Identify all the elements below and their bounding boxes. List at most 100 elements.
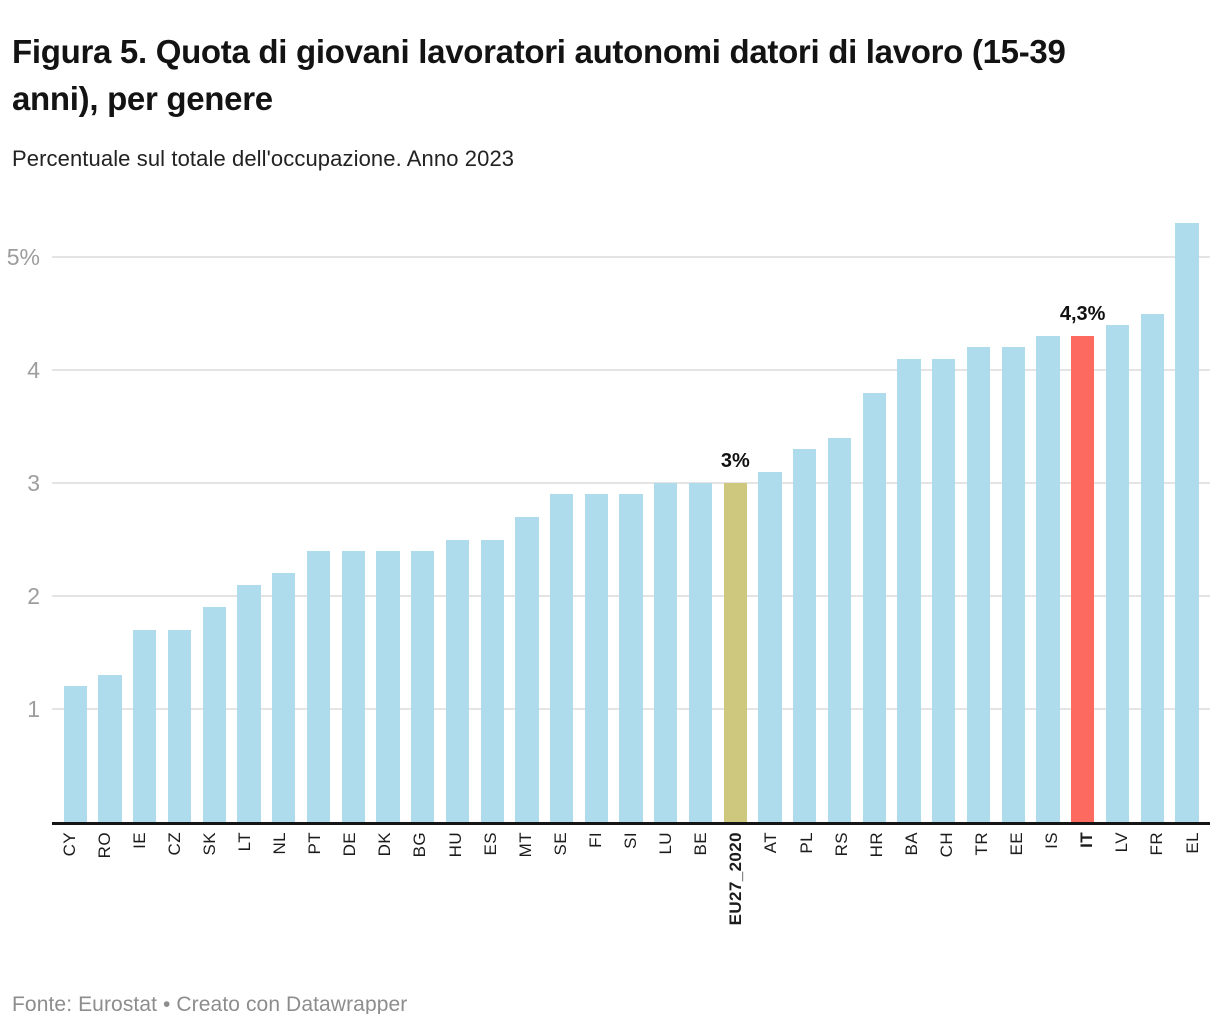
bar-PL[interactable] [793, 449, 817, 822]
bar-slot-CY [58, 222, 93, 822]
bar-LV[interactable] [1105, 324, 1130, 822]
bar-slot-DK [371, 222, 406, 822]
x-tick-label-BE: BE [691, 832, 711, 856]
x-tick-label-LU: LU [656, 832, 676, 855]
x-tick-cell-RO: RO [87, 832, 122, 952]
bar-MT[interactable] [515, 516, 539, 822]
x-tick-cell-EU27_2020: EU27_2020 [719, 832, 754, 952]
bar-SE[interactable] [550, 494, 574, 822]
bar-slot-DE [336, 222, 371, 822]
bar-slot-HR [857, 222, 892, 822]
x-tick-cell-SE: SE [543, 832, 578, 952]
x-tick-cell-BG: BG [403, 832, 438, 952]
x-tick-label-BG: BG [410, 832, 430, 858]
value-label-IT: 4,3% [1059, 303, 1106, 326]
bar-CZ[interactable] [167, 629, 192, 822]
x-tick-cell-HR: HR [859, 832, 894, 952]
bar-AT[interactable] [758, 471, 782, 822]
bar-IT[interactable] [1071, 336, 1095, 822]
bars-container: 3% 4,3% [58, 222, 1204, 822]
bar-slot-CH [926, 222, 961, 822]
bar-NL[interactable] [272, 573, 296, 822]
bar-slot-LU [648, 222, 683, 822]
x-tick-cell-IT: IT [1070, 832, 1105, 952]
y-axis: 1 2 3 4 5% [0, 222, 40, 822]
bar-slot-BE [683, 222, 718, 822]
bar-ES[interactable] [480, 539, 504, 822]
bar-slot-SE [544, 222, 579, 822]
bar-slot-IE [127, 222, 162, 822]
bar-SI[interactable] [619, 494, 643, 822]
plot-area: 3% 4,3% [52, 222, 1210, 825]
bar-IS[interactable] [1036, 336, 1060, 822]
bar-slot-FR [1135, 222, 1170, 822]
chart-subtitle: Percentuale sul totale dell'occupazione.… [12, 146, 515, 171]
bar-SK[interactable] [202, 607, 226, 822]
x-tick-cell-ES: ES [473, 832, 508, 952]
bar-slot-TR [961, 222, 996, 822]
x-tick-label-PT: PT [305, 832, 325, 855]
bar-PT[interactable] [306, 550, 331, 822]
x-tick-cell-BE: BE [684, 832, 719, 952]
bar-FR[interactable] [1140, 313, 1164, 822]
bar-slot-PL [787, 222, 822, 822]
bar-FI[interactable] [584, 494, 609, 822]
bar-EE[interactable] [1001, 347, 1025, 822]
bar-slot-LT [232, 222, 267, 822]
bar-IE[interactable] [133, 629, 157, 822]
bar-BA[interactable] [897, 358, 921, 822]
x-tick-cell-LV: LV [1105, 832, 1140, 952]
bar-HR[interactable] [862, 392, 886, 822]
x-tick-cell-MT: MT [508, 832, 543, 952]
bar-slot-EU27_2020: 3% [718, 222, 753, 822]
bar-TR[interactable] [966, 347, 991, 822]
bar-EL[interactable] [1175, 223, 1199, 822]
bar-DE[interactable] [341, 550, 365, 822]
bar-RS[interactable] [827, 437, 852, 822]
bar-slot-HU [440, 222, 475, 822]
bar-BE[interactable] [688, 483, 713, 822]
x-tick-label-DE: DE [340, 832, 360, 857]
bar-EU27_2020[interactable] [723, 483, 747, 822]
bar-LU[interactable] [654, 483, 678, 822]
x-tick-label-RS: RS [831, 832, 851, 857]
bar-slot-BG [405, 222, 440, 822]
bar-slot-EE [996, 222, 1031, 822]
x-tick-label-MT: MT [515, 832, 535, 858]
x-tick-label-NL: NL [270, 832, 290, 855]
x-tick-cell-DK: DK [368, 832, 403, 952]
bar-slot-CZ [162, 222, 197, 822]
x-tick-label-TR: TR [971, 832, 991, 856]
bar-slot-SK [197, 222, 232, 822]
bar-BG[interactable] [411, 550, 435, 822]
bar-LT[interactable] [237, 584, 261, 822]
bar-DK[interactable] [376, 550, 400, 822]
x-tick-label-LV: LV [1112, 832, 1132, 853]
x-tick-cell-IE: IE [122, 832, 157, 952]
x-tick-label-PL: PL [796, 832, 816, 854]
x-tick-label-HU: HU [445, 832, 465, 858]
x-tick-cell-FR: FR [1140, 832, 1175, 952]
x-tick-label-AT: AT [761, 832, 781, 854]
x-tick-cell-CY: CY [52, 832, 87, 952]
y-tick-label-3: 3 [27, 470, 40, 496]
chart-footer: Fonte: Eurostat • Creato con Datawrapper [12, 993, 408, 1014]
x-tick-cell-NL: NL [263, 832, 298, 952]
x-tick-cell-CZ: CZ [157, 832, 192, 952]
bar-slot-RS [822, 222, 857, 822]
bar-CH[interactable] [932, 358, 956, 822]
bar-RO[interactable] [98, 675, 122, 822]
x-tick-label-FR: FR [1147, 832, 1167, 856]
x-tick-label-HR: HR [866, 832, 886, 858]
x-tick-label-EL: EL [1182, 832, 1202, 854]
bar-HU[interactable] [445, 539, 470, 822]
bar-CY[interactable] [63, 686, 87, 822]
bar-slot-NL [266, 222, 301, 822]
x-tick-cell-LT: LT [227, 832, 262, 952]
x-tick-cell-DE: DE [333, 832, 368, 952]
gridline-5 [52, 256, 1210, 258]
bar-slot-LV [1100, 222, 1135, 822]
x-tick-cell-AT: AT [754, 832, 789, 952]
x-tick-label-CY: CY [59, 832, 79, 857]
